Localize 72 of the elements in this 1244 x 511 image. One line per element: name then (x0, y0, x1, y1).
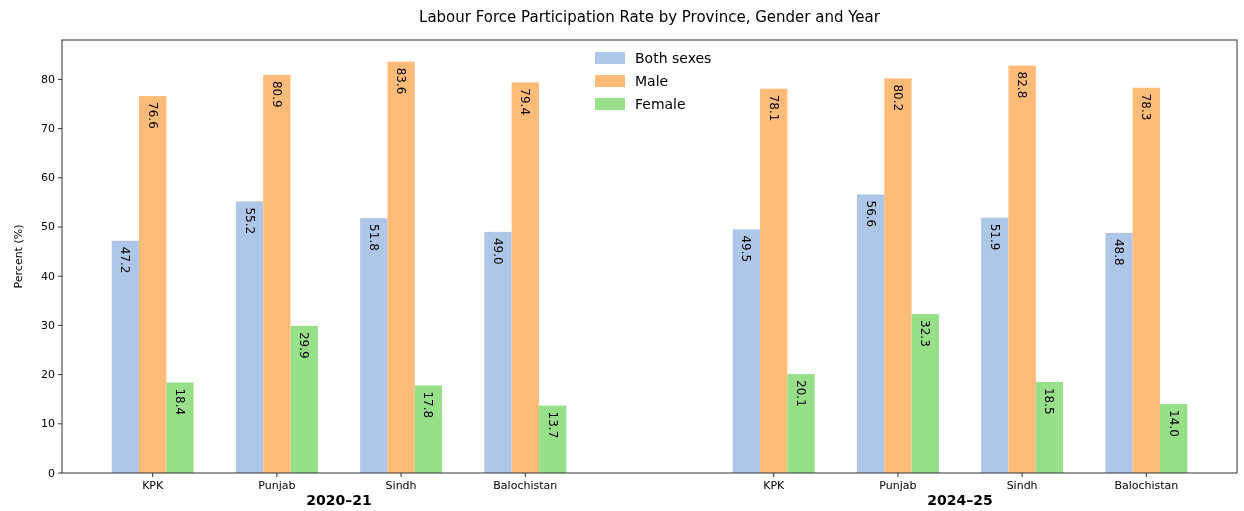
text: 2020–21 (306, 492, 372, 508)
bar (760, 88, 788, 473)
y-tick-label: 70 (41, 122, 55, 136)
data-label: 76.6 (145, 102, 160, 129)
bar (511, 82, 539, 473)
data-label: 56.6 (863, 200, 878, 228)
x-tick-label: Punjab (879, 479, 917, 492)
text: 2024–25 (927, 492, 993, 508)
legend-label: Female (635, 96, 686, 112)
bar (732, 229, 761, 473)
bar (856, 194, 885, 473)
bar (263, 74, 291, 473)
data-label: 51.9 (987, 223, 1002, 251)
bar (1159, 404, 1188, 473)
data-label: 51.8 (366, 224, 381, 251)
data-label: 78.1 (766, 94, 781, 122)
x-tick-label: Sindh (1006, 479, 1038, 492)
data-label: 83.6 (394, 67, 409, 95)
bar (787, 374, 815, 473)
data-label: 32.3 (918, 320, 933, 347)
y-tick-label: 40 (41, 269, 55, 283)
bar (981, 217, 1009, 473)
bar (414, 385, 443, 473)
bar (166, 382, 194, 473)
y-tick-label: 60 (41, 171, 55, 185)
bar (1008, 65, 1036, 473)
bar (111, 240, 140, 473)
bar (911, 314, 939, 473)
data-label: 20.1 (794, 380, 809, 407)
data-label: 18.4 (173, 388, 187, 416)
bar (139, 96, 167, 473)
data-label: 49.0 (490, 237, 505, 265)
bar (360, 218, 388, 473)
data-label: 78.3 (1139, 93, 1154, 121)
x-tick-label: KPK (142, 479, 164, 492)
data-label: 13.7 (545, 411, 560, 439)
legend-label: Male (635, 73, 669, 89)
bar (484, 231, 512, 473)
data-label: 17.8 (421, 391, 436, 419)
data-label: 55.2 (242, 207, 257, 235)
y-axis-title: Percent (%) (12, 224, 25, 289)
data-label: 79.4 (518, 88, 533, 116)
y-tick-label: 30 (41, 318, 55, 332)
data-label: 80.9 (269, 80, 284, 108)
chart-title: Labour Force Participation Rate by Province, Gender and Year (419, 8, 881, 26)
bar (387, 61, 415, 473)
data-label: 48.8 (1112, 238, 1126, 266)
bar (235, 201, 264, 473)
data-label: 14.0 (1166, 410, 1181, 437)
y-tick-label: 80 (41, 72, 55, 86)
data-label: 29.9 (297, 331, 312, 359)
y-tick-label: 10 (41, 417, 55, 431)
y-tick-label: 50 (41, 220, 55, 234)
data-label: 80.2 (890, 84, 905, 112)
y-tick-label: 20 (41, 368, 55, 382)
data-label: 82.8 (1015, 71, 1030, 99)
bar (1035, 381, 1064, 473)
data-label: 49.5 (739, 235, 754, 263)
x-tick-label: KPK (763, 479, 786, 492)
bar (538, 405, 567, 473)
x-tick-label: Sindh (385, 479, 417, 492)
bar (884, 78, 912, 473)
x-tick-label: Balochistan (1114, 479, 1179, 492)
bar (1105, 232, 1133, 473)
legend-label: Both sexes (635, 50, 712, 66)
x-tick-label: Punjab (258, 479, 296, 492)
x-tick-label: Balochistan (493, 479, 558, 492)
data-label: 47.2 (118, 246, 133, 274)
bar (290, 325, 318, 473)
bar (1132, 87, 1160, 473)
data-label: 18.5 (1042, 387, 1057, 415)
y-tick-label: 0 (48, 466, 55, 480)
